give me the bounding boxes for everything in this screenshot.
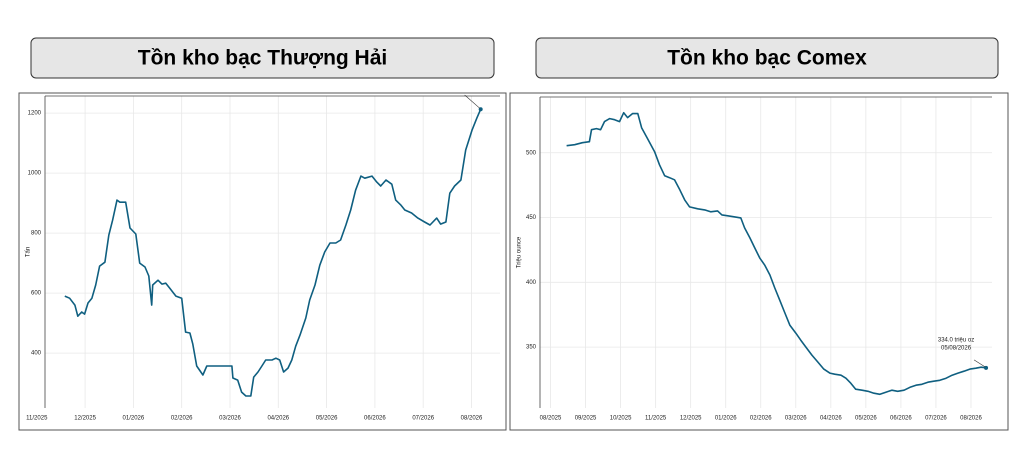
x-tick-label: 03/2026 [785,416,807,422]
x-tick-label: 04/2026 [820,416,842,422]
x-tick-label: 01/2026 [715,416,737,422]
x-tick-label: 02/2026 [171,416,193,422]
annotation: 334.0 triệu oz [938,337,974,343]
y-axis-label: Triệu ounce [517,236,523,268]
y-tick-label: 600 [31,291,42,297]
x-tick-label: 10/2025 [610,416,632,422]
annotation-arrow [464,94,480,109]
y-tick-label: 800 [31,231,42,237]
y-tick-label: 350 [526,345,537,351]
data-line [566,111,987,396]
x-tick-label: 08/2026 [960,416,982,422]
y-tick-label: 400 [31,351,42,357]
x-tick-label: 06/2026 [890,416,912,422]
x-tick-label: 11/2025 [645,416,667,422]
chart-title: Tồn kho bạc Comex [667,47,867,70]
chart-frame [18,92,507,431]
x-tick-label: 09/2025 [575,416,597,422]
x-tick-label: 08/2026 [461,416,483,422]
title-box [30,37,495,79]
y-tick-label: 450 [526,215,537,221]
annotation-arrow [973,359,986,368]
y-tick-label: 1200 [28,111,42,117]
annotation: 05/08/2026 [941,345,972,351]
x-tick-label: 11/2025 [26,416,48,422]
x-tick-label: 12/2025 [74,416,96,422]
x-tick-label: 06/2026 [364,416,386,422]
x-tick-label: 05/2026 [316,416,338,422]
y-tick-label: 400 [526,280,537,286]
y-tick-label: 1000 [28,171,42,177]
title-box [535,37,999,79]
data-line [64,108,482,397]
x-tick-label: 07/2026 [925,416,947,422]
x-tick-label: 05/2026 [855,416,877,422]
x-tick-label: 08/2025 [540,416,562,422]
chart-title: Tồn kho bạc Thượng Hải [138,47,387,70]
y-tick-label: 500 [526,150,537,156]
y-axis-label: Tấn [26,247,32,257]
x-tick-label: 01/2026 [123,416,145,422]
x-tick-label: 12/2025 [680,416,702,422]
chart-frame [509,92,1009,431]
x-tick-label: 04/2026 [267,416,289,422]
x-tick-label: 03/2026 [219,416,241,422]
x-tick-label: 07/2026 [412,416,434,422]
x-tick-label: 02/2026 [750,416,772,422]
